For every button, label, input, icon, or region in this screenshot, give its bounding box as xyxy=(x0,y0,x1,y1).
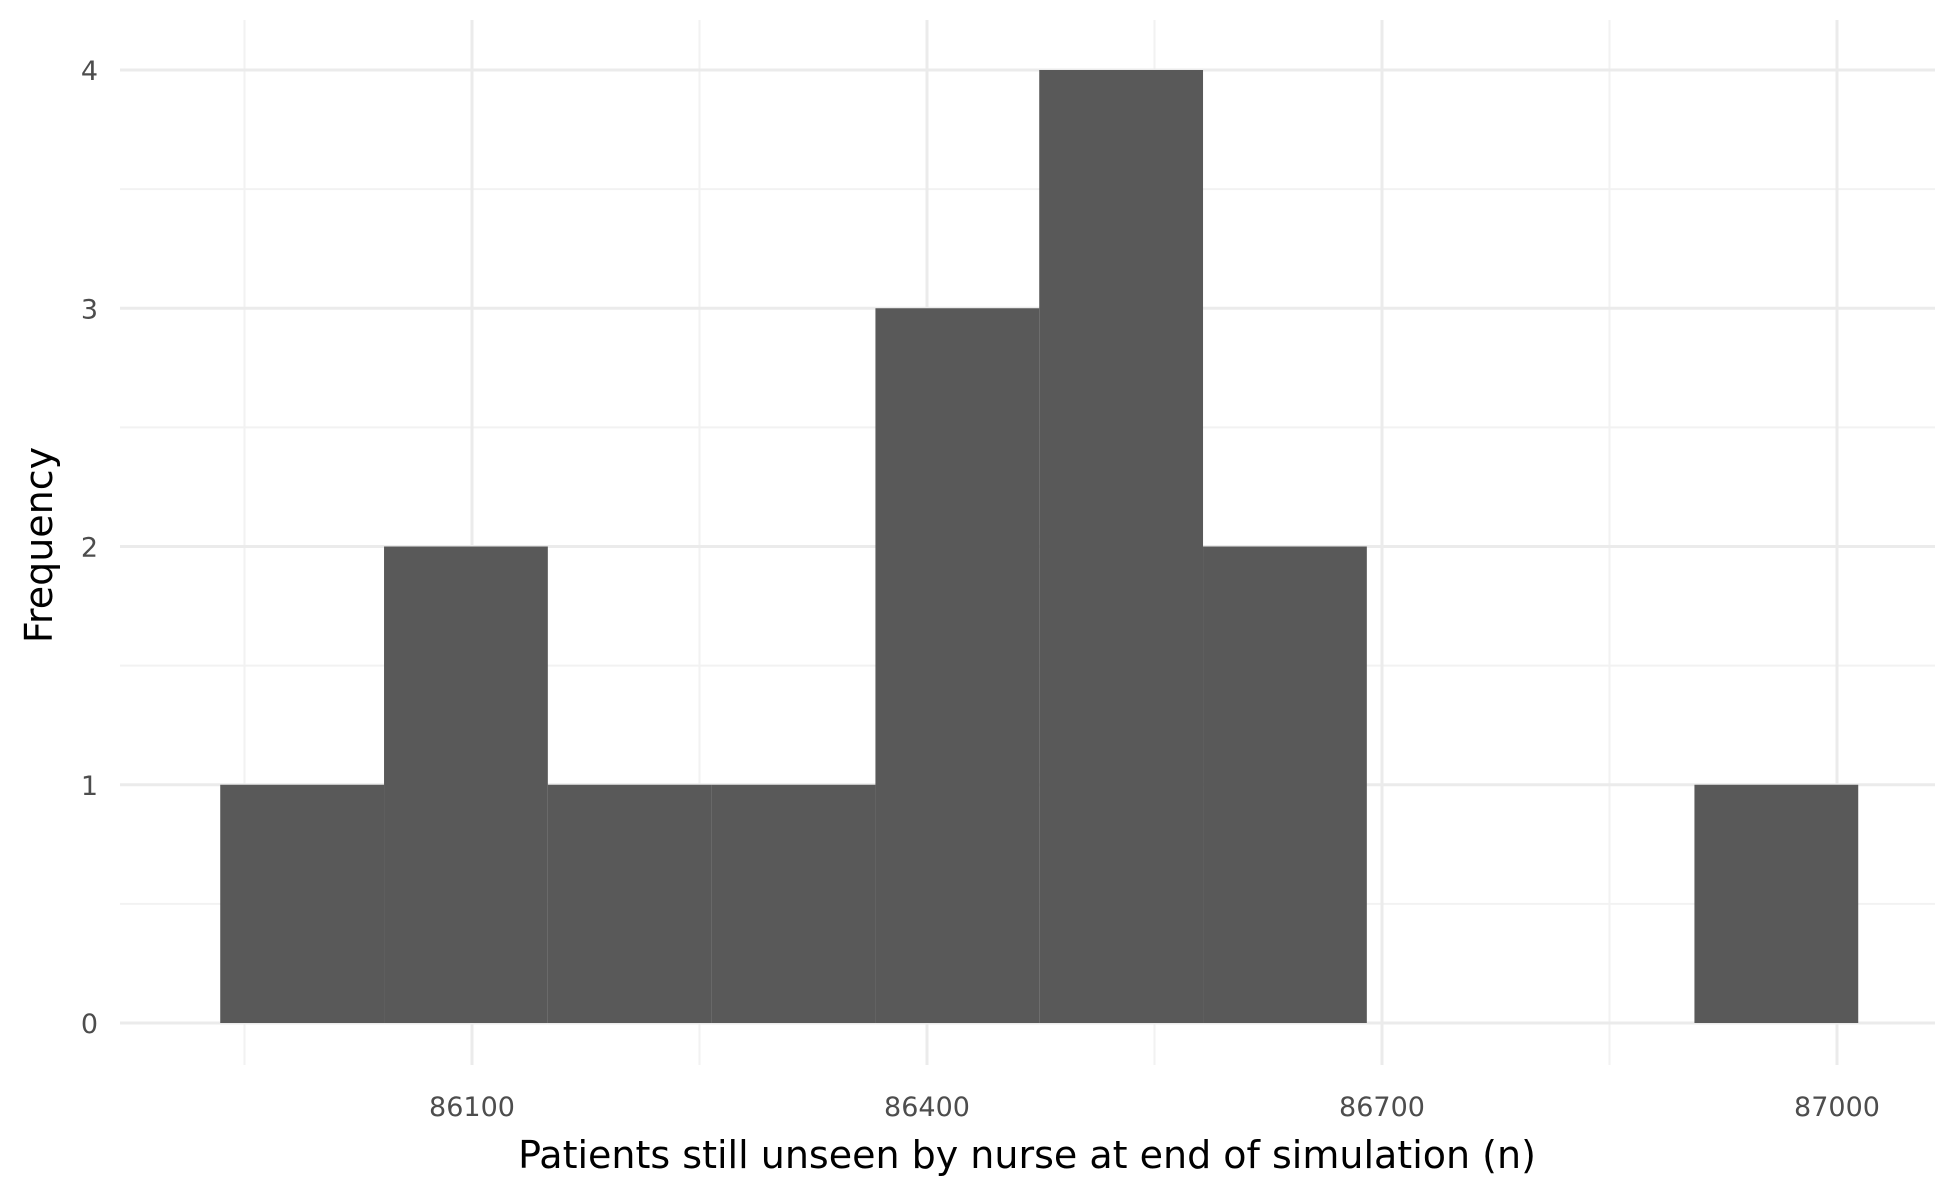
y-axis-title: Frequency xyxy=(17,447,61,643)
histogram-bar xyxy=(1694,784,1859,1023)
x-tick-label: 87000 xyxy=(1794,1092,1880,1123)
histogram-bar xyxy=(711,784,876,1023)
histogram-bar xyxy=(1203,546,1367,1023)
x-axis-title: Patients still unseen by nurse at end of… xyxy=(518,1133,1536,1177)
y-tick-label: 2 xyxy=(81,533,98,564)
y-tick-label: 0 xyxy=(81,1009,98,1040)
x-tick-label: 86400 xyxy=(884,1092,970,1123)
x-tick-label: 86100 xyxy=(429,1092,515,1123)
bar-layer xyxy=(220,70,1859,1023)
histogram-bar xyxy=(547,784,712,1023)
x-tick-label: 86700 xyxy=(1339,1092,1425,1123)
y-tick-label: 4 xyxy=(81,56,98,87)
y-tick-label: 1 xyxy=(81,771,98,802)
y-tick-label: 3 xyxy=(81,294,98,325)
histogram-bar xyxy=(384,546,548,1023)
histogram-bar xyxy=(1039,70,1204,1023)
tick-label-layer: 86100 86400 86700 87000 0 1 2 3 4 xyxy=(81,56,1880,1123)
histogram-bar xyxy=(220,784,385,1023)
histogram-bar xyxy=(875,308,1040,1023)
